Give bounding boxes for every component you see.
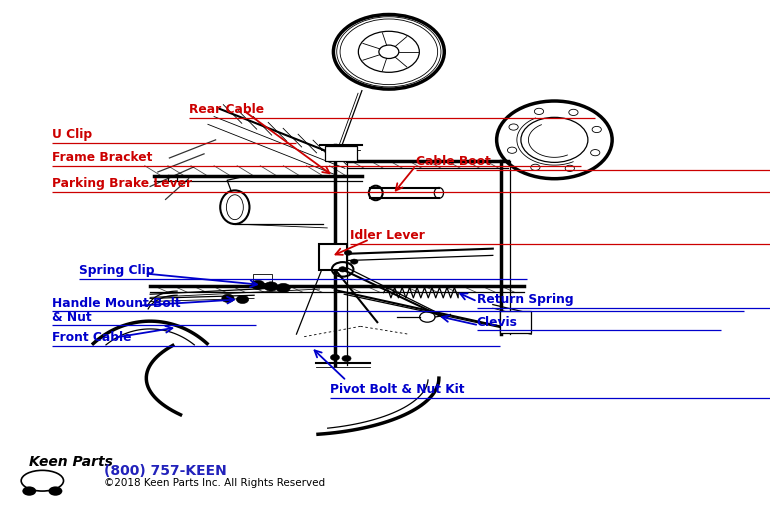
Circle shape [222, 294, 234, 303]
Circle shape [49, 486, 62, 496]
Text: Clevis: Clevis [477, 315, 517, 329]
FancyBboxPatch shape [253, 274, 272, 283]
Text: (800) 757-KEEN: (800) 757-KEEN [104, 464, 226, 479]
Text: Return Spring: Return Spring [477, 293, 574, 306]
Text: Idler Lever: Idler Lever [350, 229, 425, 242]
Text: Pivot Bolt & Nut Kit: Pivot Bolt & Nut Kit [330, 383, 464, 396]
Circle shape [339, 267, 346, 272]
Circle shape [22, 486, 36, 496]
FancyBboxPatch shape [500, 311, 531, 333]
FancyBboxPatch shape [325, 146, 357, 161]
Circle shape [276, 283, 290, 293]
Text: Parking Brake Lever: Parking Brake Lever [52, 177, 192, 191]
Text: Handle Mount Bolt: Handle Mount Bolt [52, 296, 181, 310]
Text: Frame Bracket: Frame Bracket [52, 151, 152, 165]
Text: ©2018 Keen Parts Inc. All Rights Reserved: ©2018 Keen Parts Inc. All Rights Reserve… [104, 478, 325, 488]
Circle shape [330, 354, 340, 361]
Circle shape [342, 355, 351, 362]
Text: Cable Boot: Cable Boot [416, 155, 490, 168]
Text: Keen Parts: Keen Parts [29, 455, 113, 469]
Circle shape [264, 282, 278, 291]
Circle shape [236, 295, 249, 304]
Circle shape [344, 250, 352, 255]
Text: Front Cable: Front Cable [52, 331, 132, 344]
Text: Spring Clip: Spring Clip [79, 264, 155, 277]
Text: U Clip: U Clip [52, 128, 92, 141]
Circle shape [251, 280, 265, 290]
Text: Rear Cable: Rear Cable [189, 103, 264, 117]
FancyBboxPatch shape [319, 244, 347, 270]
Circle shape [350, 259, 358, 264]
Text: & Nut: & Nut [52, 310, 92, 324]
